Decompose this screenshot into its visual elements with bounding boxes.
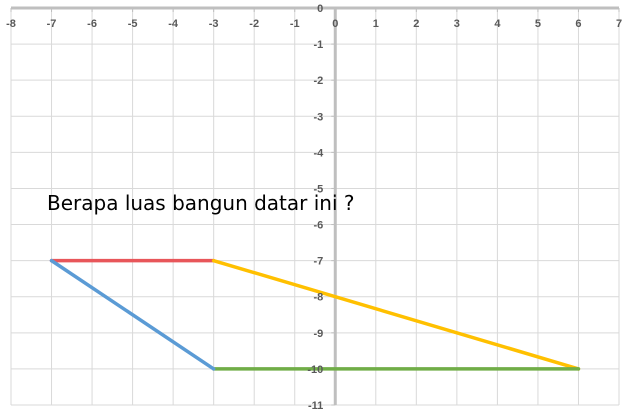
- x-tick-label: -4: [168, 18, 179, 30]
- x-tick-label: 0: [332, 18, 338, 30]
- x-tick-label: 7: [616, 18, 622, 30]
- x-tick-label: -7: [47, 18, 57, 30]
- x-tick-label: 6: [575, 18, 581, 30]
- y-tick-label: 0: [317, 3, 323, 15]
- y-tick-label: -11: [308, 400, 323, 411]
- x-tick-label: 1: [373, 18, 379, 30]
- series-lines: [49, 258, 581, 371]
- axes: [10, 6, 620, 406]
- x-tick-label: -2: [249, 18, 259, 30]
- y-tick-label: -8: [313, 292, 323, 304]
- y-tick-label: -3: [313, 111, 323, 123]
- y-tick-label: -6: [313, 220, 323, 232]
- y-tick-label: -7: [313, 256, 323, 268]
- y-tick-label: -1: [313, 39, 323, 51]
- series-line: [211, 258, 581, 371]
- y-tick-label: -4: [313, 147, 324, 159]
- y-tick-label: -9: [313, 328, 323, 340]
- y-tick-label: -10: [307, 364, 323, 376]
- x-tick-label: -1: [290, 18, 300, 30]
- x-tick-label: 2: [413, 18, 419, 30]
- series-line: [49, 258, 216, 371]
- x-tick-label: 4: [494, 18, 501, 30]
- question-text: Berapa luas bangun datar ini ?: [47, 191, 355, 215]
- x-tick-label: -6: [87, 18, 97, 30]
- x-tick-label: 3: [454, 18, 460, 30]
- x-tick-label: -5: [128, 18, 138, 30]
- x-tick-label: -3: [209, 18, 219, 30]
- y-tick-label: -2: [313, 75, 323, 87]
- tick-labels: -8 -7 -6 -5 -4 -3 -2 -1 0 1 2 3 4 5 6 70-1-2-3-4-5-6-7-…: [6, 3, 622, 411]
- x-tick-label: 5: [535, 18, 541, 30]
- y-tick-label: -5: [313, 183, 323, 195]
- x-tick-label: -8: [6, 18, 16, 30]
